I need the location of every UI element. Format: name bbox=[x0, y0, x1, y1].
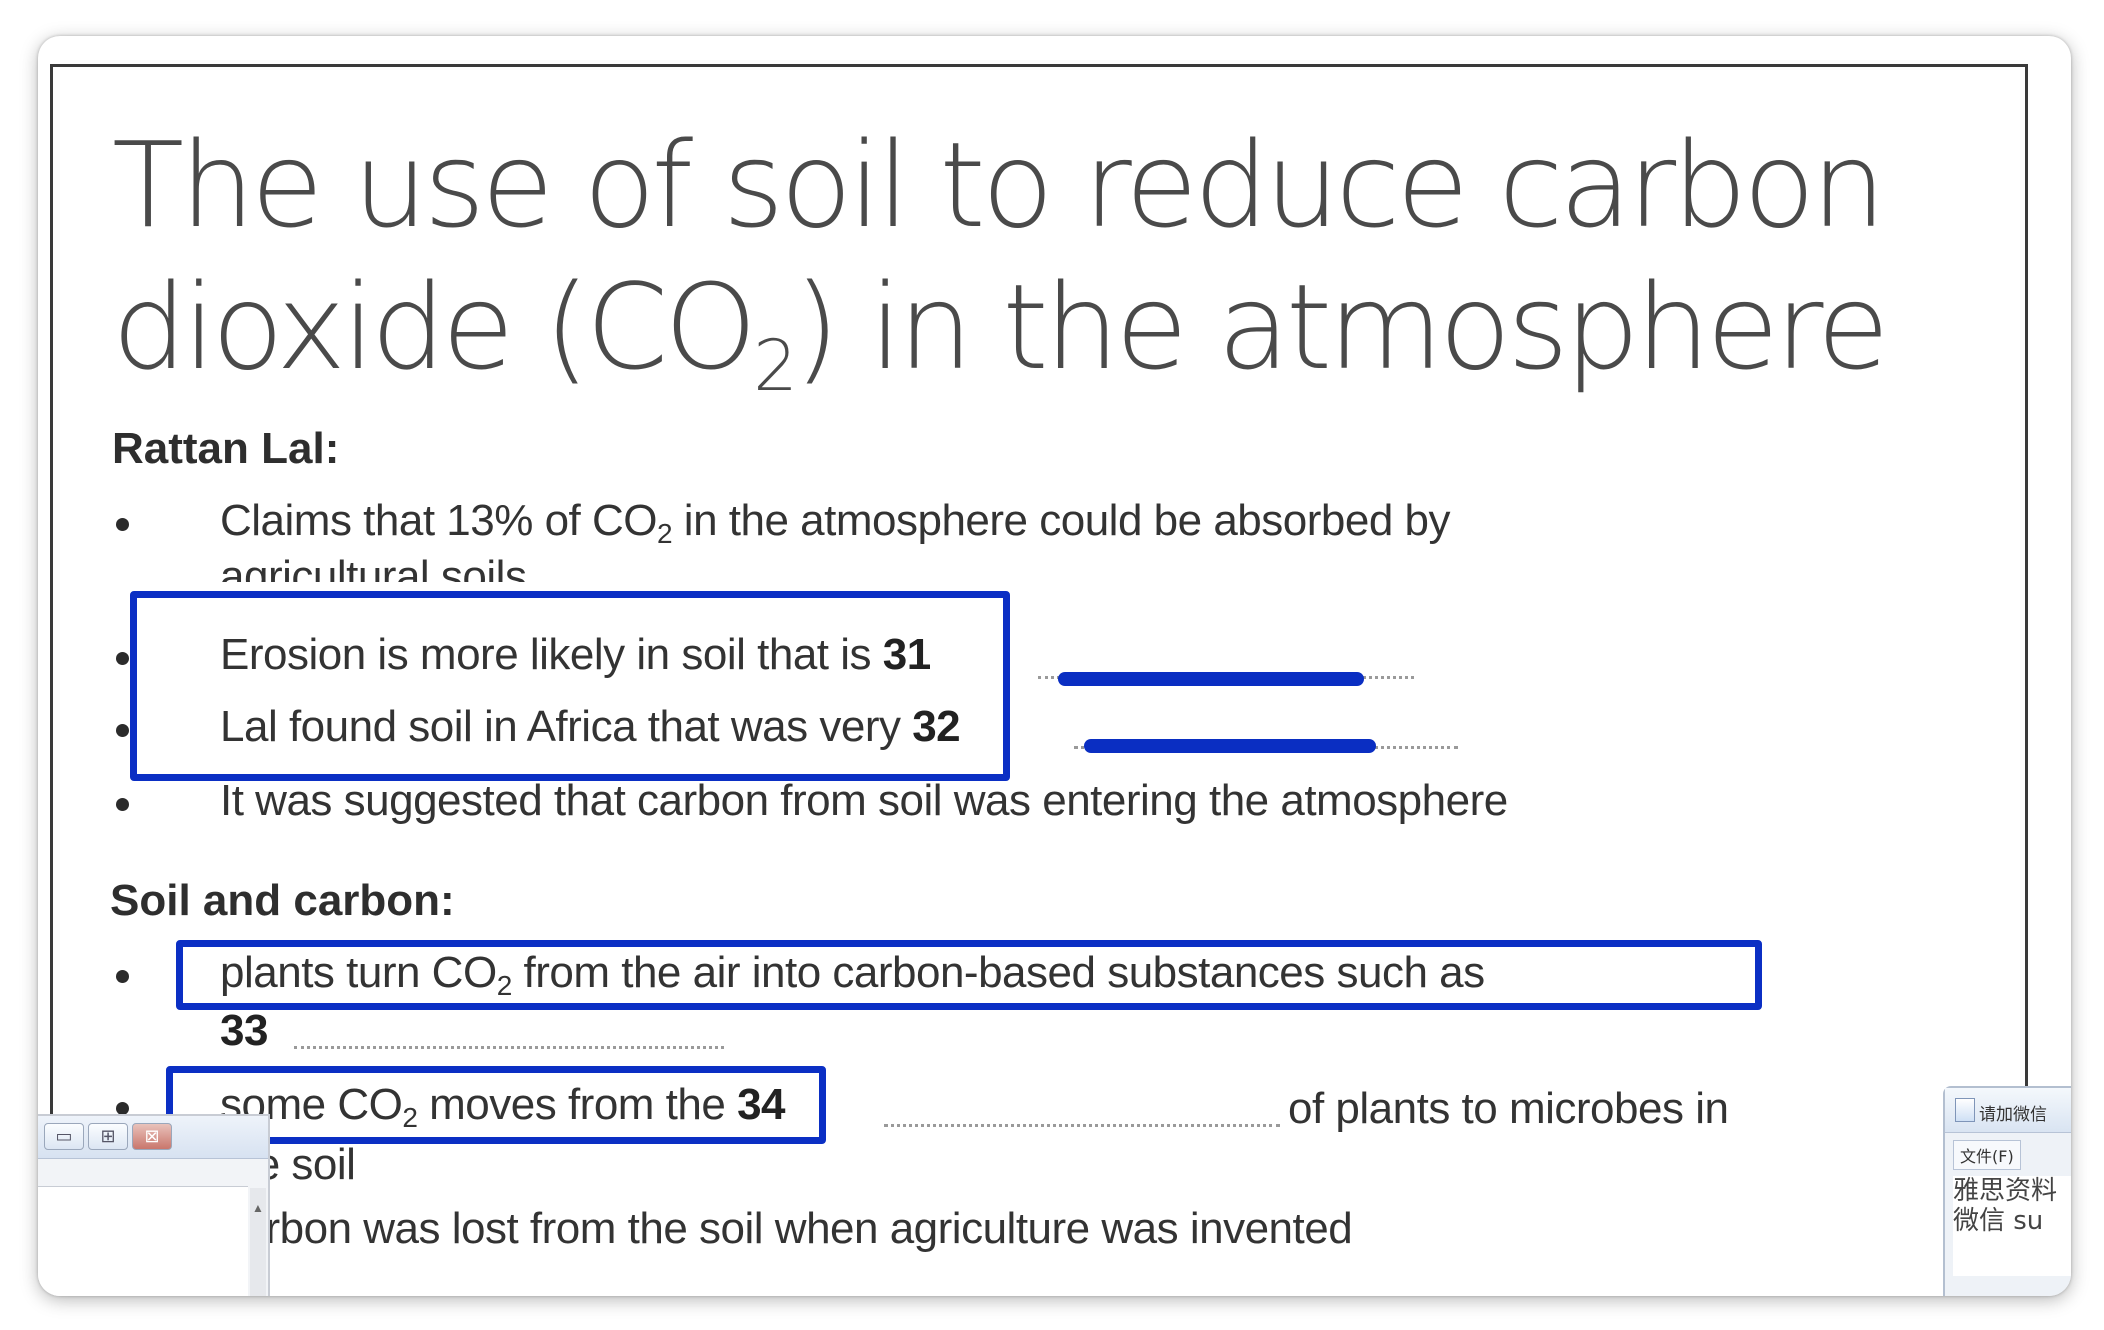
bullet bbox=[116, 970, 129, 983]
overlay-titlebar[interactable]: 请加微信 bbox=[1945, 1088, 2071, 1133]
scroll-up-icon[interactable]: ▲ bbox=[252, 1201, 264, 1215]
highlight-box bbox=[176, 940, 1762, 1010]
list-item: Lal found soil in Africa that was very 3… bbox=[220, 702, 961, 751]
list-item: It was suggested that carbon from soil w… bbox=[220, 776, 1508, 825]
title-line-1: The use of soil to reduce carbon bbox=[112, 116, 1886, 254]
title-line-2: dioxide (CO2) in the atmosphere bbox=[112, 258, 1890, 407]
overlay-window-right[interactable]: 请加微信 文件(F) 雅思资料 微信 su bbox=[1943, 1086, 2071, 1296]
bullet bbox=[116, 518, 129, 531]
bullet bbox=[116, 798, 129, 811]
bullet bbox=[116, 1102, 129, 1115]
answer-blank bbox=[884, 1124, 1280, 1127]
question-number: 32 bbox=[912, 702, 961, 751]
section-heading-soil-and-carbon: Soil and carbon: bbox=[110, 876, 455, 925]
minimize-button[interactable]: ▭ bbox=[44, 1123, 84, 1150]
notepad-icon bbox=[1955, 1098, 1975, 1122]
overlay-titlebar[interactable]: ▭ ⊞ ⊠ bbox=[38, 1116, 268, 1159]
slide-title: The use of soil to reduce carbon dioxide… bbox=[112, 114, 1890, 437]
close-button[interactable]: ⊠ bbox=[132, 1123, 172, 1150]
answer-underline-highlight bbox=[1058, 672, 1364, 686]
list-item: Erosion is more likely in soil that is 3… bbox=[220, 630, 931, 679]
slide-page bbox=[50, 64, 2028, 1296]
list-item-continuation: agricultural soils bbox=[220, 552, 527, 582]
overlay-window-left[interactable]: ▭ ⊞ ⊠ ▲ bbox=[38, 1114, 270, 1296]
highlight-box bbox=[166, 1066, 826, 1144]
bullet bbox=[116, 652, 129, 665]
section-heading-rattan-lal: Rattan Lal: bbox=[112, 424, 340, 473]
menu-file[interactable]: 文件(F) bbox=[1953, 1140, 2021, 1170]
question-number: 33 bbox=[220, 1006, 268, 1055]
overlay-panel bbox=[38, 1186, 248, 1296]
question-number: 34 bbox=[737, 1080, 786, 1129]
bullet bbox=[116, 724, 129, 737]
list-item: Claims that 13% of CO2 in the atmosphere… bbox=[220, 496, 1450, 549]
text-area[interactable]: 雅思资料 微信 su bbox=[1953, 1176, 2071, 1276]
answer-underline-highlight bbox=[1084, 739, 1376, 753]
list-item: carbon was lost from the soil when agric… bbox=[220, 1204, 1353, 1253]
question-number: 31 bbox=[882, 630, 931, 679]
answer-blank bbox=[294, 1046, 724, 1049]
list-item-tail: of plants to microbes in bbox=[1288, 1084, 1729, 1133]
presentation-window: The use of soil to reduce carbon dioxide… bbox=[38, 36, 2071, 1296]
scrollbar[interactable]: ▲ bbox=[250, 1188, 266, 1296]
list-item: plants turn CO2 from the air into carbon… bbox=[220, 948, 1485, 1001]
restore-button[interactable]: ⊞ bbox=[88, 1123, 128, 1150]
window-title: 请加微信 bbox=[1979, 1105, 2047, 1125]
highlight-box bbox=[130, 591, 1010, 781]
